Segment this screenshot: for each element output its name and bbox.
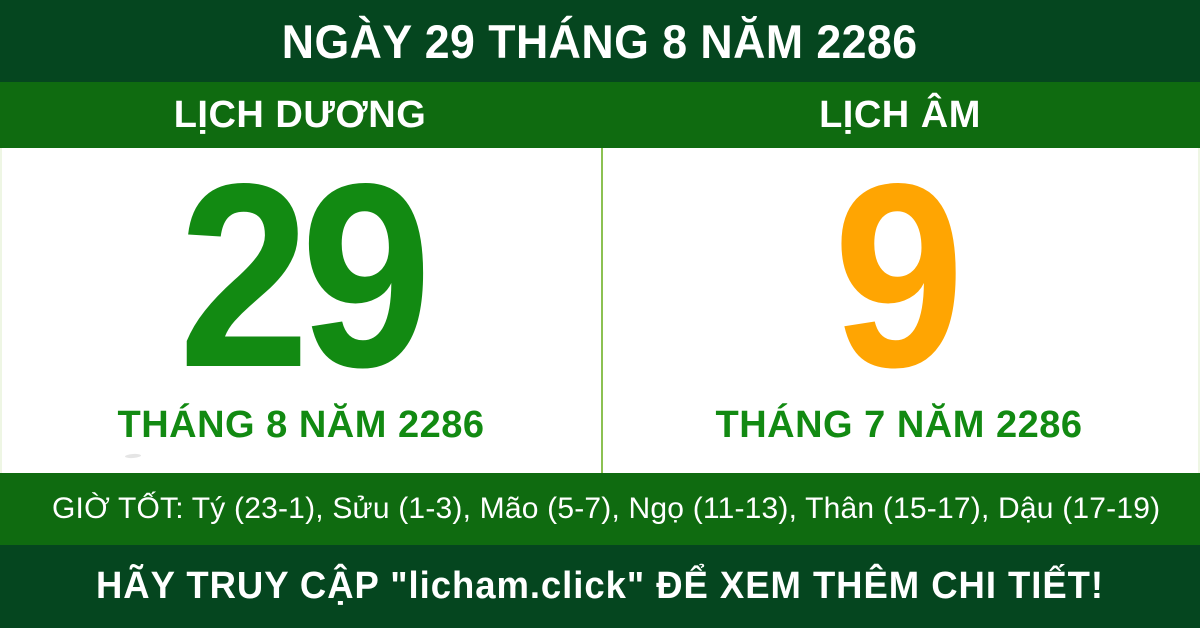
solar-day-number: 29 — [178, 128, 432, 422]
lunar-day-number: 9 — [833, 128, 965, 422]
lunar-month-year: THÁNG 7 NĂM 2286 — [715, 404, 1083, 446]
footer-bar: HÃY TRUY CẬP "licham.click" ĐỂ XEM THÊM … — [0, 545, 1200, 628]
good-hours-bar: GIỜ TỐT: Tý (23-1), Sửu (1-3), Mão (5-7)… — [0, 473, 1200, 545]
calendar-labels-bar: LỊCH DƯƠNG LỊCH ÂM — [0, 82, 1200, 148]
footer-cta-text: HÃY TRUY CẬP "licham.click" ĐỂ XEM THÊM … — [95, 565, 1104, 607]
solar-calendar-label: LỊCH DƯƠNG — [173, 93, 427, 136]
solar-panel: 29 THÁNG 8 NĂM 2286 — [2, 128, 600, 473]
calendar-panels: 29 THÁNG 8 NĂM 2286 9 THÁNG 7 NĂM 2286 — [0, 128, 1200, 473]
solar-month-year: THÁNG 8 NĂM 2286 — [117, 404, 485, 446]
lunar-day-wrap: 9 — [826, 128, 972, 422]
page-title: NGÀY 29 THÁNG 8 NĂM 2286 — [282, 14, 918, 68]
header-bar: NGÀY 29 THÁNG 8 NĂM 2286 — [0, 0, 1200, 82]
lunar-panel: 9 THÁNG 7 NĂM 2286 — [600, 128, 1198, 473]
solar-day-wrap: 29 — [165, 128, 436, 422]
good-hours-text: GIỜ TỐT: Tý (23-1), Sửu (1-3), Mão (5-7)… — [52, 492, 1161, 525]
panel-divider — [601, 148, 603, 473]
lunar-calendar-label: LỊCH ÂM — [819, 93, 981, 136]
